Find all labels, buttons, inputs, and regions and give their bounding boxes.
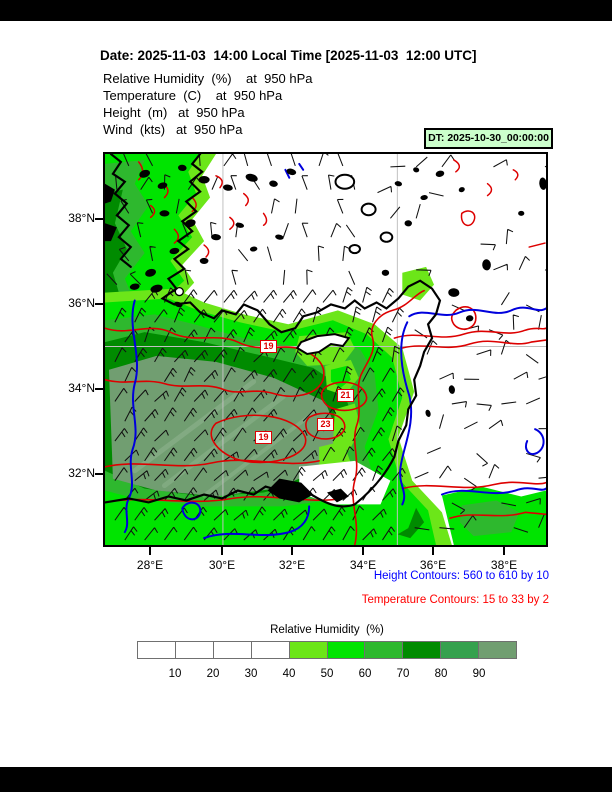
lon-tick-36e (432, 547, 434, 555)
colorbar-cell (213, 642, 252, 658)
lon-tick-28e (149, 547, 151, 555)
colorbar-tick-50: 50 (320, 668, 334, 680)
colorbar-tick-60: 60 (358, 668, 372, 680)
top-black-bar (0, 0, 612, 21)
lon-label-38e: 38°E (490, 558, 518, 572)
colorbar-tick-70: 70 (396, 668, 410, 680)
lon-tick-32e (291, 547, 293, 555)
lat-tick-36n (95, 303, 103, 305)
bottom-black-bar (0, 767, 612, 792)
lat-tick-38n (95, 218, 103, 220)
colorbar-cell (403, 642, 442, 658)
colorbar-tick-30: 30 (244, 668, 258, 680)
temp-contour-label-21: 21 (337, 389, 354, 402)
temp-contour-label-23: 23 (317, 418, 334, 431)
colorbar-cell (175, 642, 214, 658)
lat-label-34n: 34°N (68, 381, 95, 395)
colorbar-cell (441, 642, 480, 658)
lat-label-32n: 32°N (68, 466, 95, 480)
lon-tick-30e (221, 547, 223, 555)
lon-label-28e: 28°E (136, 558, 164, 572)
colorbar-tick-90: 90 (472, 668, 486, 680)
colorbar-tick-10: 10 (168, 668, 182, 680)
weather-map (105, 154, 546, 545)
field-wind: Wind (kts) at 950 hPa (103, 122, 243, 137)
colorbar-cell (289, 642, 328, 658)
lat-tick-34n (95, 388, 103, 390)
field-temperature: Temperature (C) at 950 hPa (103, 88, 283, 103)
lat-tick-32n (95, 473, 103, 475)
lat-label-36n: 36°N (68, 296, 95, 310)
height-contours-legend: Height Contours: 560 to 610 by 10 (373, 570, 549, 582)
temperature-contours-legend: Temperature Contours: 15 to 33 by 2 (361, 594, 549, 606)
weather-map-frame (103, 152, 548, 547)
colorbar-cell (138, 642, 176, 658)
colorbar-cell (365, 642, 404, 658)
data-time-badge: DT: 2025-10-30_00:00:00 (424, 128, 553, 149)
field-relative-humidity: Relative Humidity (%) at 950 hPa (103, 71, 313, 86)
lon-label-32e: 32°E (278, 558, 306, 572)
field-height: Height (m) at 950 hPa (103, 105, 245, 120)
colorbar-tick-40: 40 (282, 668, 296, 680)
colorbar-tick-80: 80 (434, 668, 448, 680)
lon-tick-34e (362, 547, 364, 555)
lon-label-30e: 30°E (208, 558, 236, 572)
colorbar-cell (327, 642, 366, 658)
colorbar-tick-20: 20 (206, 668, 220, 680)
temp-contour-label-19b: 19 (255, 431, 272, 444)
lon-tick-38e (503, 547, 505, 555)
lon-label-34e: 34°E (349, 558, 377, 572)
lon-label-36e: 36°E (419, 558, 447, 572)
temp-contour-label-19a: 19 (260, 340, 277, 353)
colorbar-cell (479, 642, 517, 658)
colorbar-cell (251, 642, 290, 658)
humidity-colorbar (137, 641, 517, 659)
colorbar-title: Relative Humidity (%) (270, 624, 384, 636)
date-title: Date: 2025-11-03 14:00 Local Time [2025-… (100, 48, 477, 63)
lat-label-38n: 38°N (68, 211, 95, 225)
